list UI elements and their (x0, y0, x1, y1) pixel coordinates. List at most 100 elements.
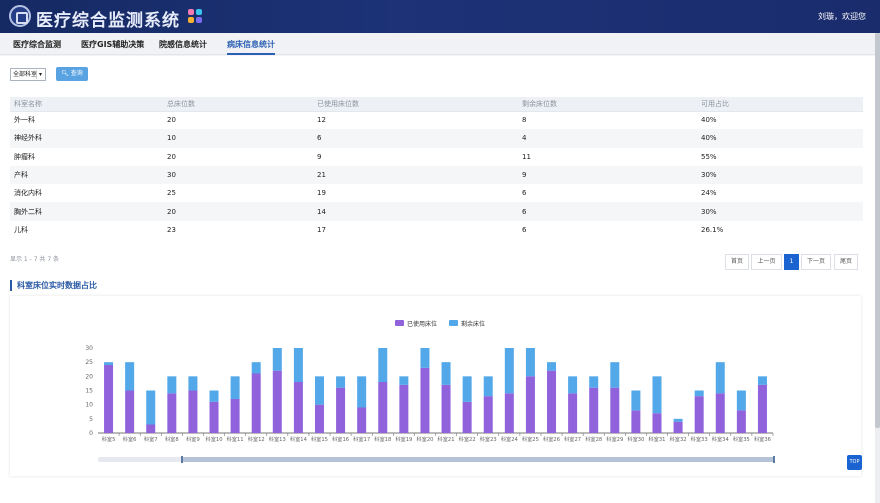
scrollbar-thumb[interactable] (875, 33, 880, 428)
table-cell: 肿瘤科 (14, 152, 35, 161)
prev-page-button[interactable]: 上一页 (751, 254, 782, 270)
legend-label: 已使用床位 (407, 320, 437, 328)
bar-segment (504, 393, 514, 433)
bar-segment (441, 384, 451, 433)
bar-segment (483, 376, 493, 397)
column-header: 科室名称 (10, 97, 163, 112)
bar-segment (673, 421, 683, 433)
table-cell: 55% (701, 152, 717, 161)
y-tick-label: 25 (85, 359, 93, 366)
x-tick-label: 科室7 (144, 435, 158, 443)
bar-segment (547, 370, 557, 433)
legend-swatch (395, 320, 404, 326)
bar-segment (399, 376, 409, 385)
apps-grid-icon[interactable] (188, 9, 204, 25)
bar-segment (504, 348, 514, 394)
bar-segment (167, 393, 177, 433)
table-cell: 12 (317, 116, 326, 125)
bar-segment (357, 376, 367, 408)
y-tick-label: 10 (85, 402, 93, 409)
chart-panel-title: 科室床位实时数据占比 (10, 280, 97, 291)
bar-segment (104, 362, 114, 365)
main-content: 全部科室 ▾ 🔍︎ 查询 科室名称 总床位数 已使用床位数 剩余床位数 可用占比… (0, 56, 875, 503)
vertical-scrollbar[interactable] (875, 33, 880, 503)
x-tick-label: 科室34 (712, 435, 730, 443)
table-cell: 19 (317, 189, 326, 198)
x-tick-label: 科室29 (606, 435, 623, 443)
x-tick-label: 科室6 (123, 435, 137, 443)
x-tick-label: 科室20 (416, 435, 433, 443)
x-tick-label: 科室32 (670, 435, 687, 443)
bar-segment (525, 376, 535, 433)
table-cell: 6 (522, 189, 527, 198)
bar-segment (757, 384, 767, 433)
bar-segment (420, 348, 430, 368)
table-cell: 23 (167, 225, 176, 234)
x-tick-label: 科室31 (648, 435, 665, 443)
first-page-button[interactable]: 首页 (725, 254, 749, 270)
bar-segment (631, 390, 641, 411)
table-cell: 6 (522, 225, 527, 234)
column-header: 总床位数 (163, 97, 313, 112)
bar-segment (314, 404, 324, 433)
bar-segment (230, 399, 240, 433)
x-tick-label: 科室9 (186, 435, 200, 443)
user-greeting[interactable]: 刘璇，欢迎您 (818, 12, 866, 21)
table-cell: 30% (701, 207, 717, 216)
bar-segment (462, 376, 472, 402)
x-tick-label: 科室30 (627, 435, 644, 443)
tab-medical-monitoring[interactable]: 医疗综合监测 (13, 40, 61, 49)
tab-infection-stats[interactable]: 院感信息统计 (159, 40, 207, 49)
bar-segment (610, 387, 620, 433)
pagination-info: 显示 1 - 7 共 7 条 (10, 256, 60, 263)
bar-segment (336, 376, 346, 388)
table-cell: 9 (317, 152, 322, 161)
chart-panel: 已使用床位 剩余床位 0 5 10 15 20 25 30 科室5 科室6 科室7 科室8 科室9 科室10… (10, 296, 861, 476)
x-tick-label: 科室35 (733, 435, 750, 443)
table-cell: 8 (522, 116, 527, 125)
bar-segment (188, 376, 198, 391)
x-tick-label: 科室33 (691, 435, 708, 443)
tab-bed-stats[interactable]: 病床信息统计 (227, 40, 275, 55)
table-row: 胸外二科 20 14 6 30% (10, 202, 863, 221)
x-tick-label: 科室16 (332, 435, 349, 443)
bar-segment (251, 373, 261, 433)
department-select-value: 全部科室 (13, 71, 38, 78)
last-page-button[interactable]: 尾页 (834, 254, 858, 270)
table-cell: 9 (522, 171, 527, 180)
table-cell: 6 (317, 134, 322, 143)
bar-segment (462, 401, 472, 433)
table-cell: 4 (522, 134, 527, 143)
bar-segment (293, 348, 303, 382)
page-1-button[interactable]: 1 (784, 254, 799, 270)
table-cell: 24% (701, 189, 717, 198)
bar-segment (631, 410, 641, 433)
bar-segment (230, 376, 240, 399)
back-to-top-button[interactable]: TOP (847, 455, 862, 470)
next-page-button[interactable]: 下一页 (801, 254, 831, 270)
bar-segment (272, 348, 282, 371)
x-tick-label: 科室11 (227, 435, 244, 443)
x-tick-label: 科室28 (585, 435, 602, 443)
y-tick-label: 5 (89, 416, 93, 423)
x-tick-label: 科室36 (754, 435, 771, 443)
x-tick-label: 科室17 (353, 435, 370, 443)
bar-segment (188, 390, 198, 433)
x-tick-label: 科室19 (395, 435, 412, 443)
x-tick-label: 科室12 (248, 435, 265, 443)
query-button[interactable]: 🔍︎ 查询 (56, 67, 88, 81)
bar-segment (251, 362, 261, 374)
department-select[interactable]: 全部科室 ▾ (10, 68, 46, 81)
app-title: 医疗综合监测系统 (36, 11, 180, 31)
bar-segment (357, 407, 367, 433)
bar-segment (673, 418, 683, 422)
table-cell: 40% (701, 116, 717, 125)
bar-segment (336, 387, 346, 433)
table-cell: 20 (167, 152, 176, 161)
table-row: 肿瘤科 20 9 11 55% (10, 148, 863, 166)
bar-segment (694, 390, 704, 397)
chevron-down-icon: ▾ (36, 70, 44, 79)
bar-segment (209, 401, 219, 433)
tab-gis-decision[interactable]: 医疗GIS辅助决策 (81, 40, 145, 49)
table-cell: 30% (701, 171, 717, 180)
